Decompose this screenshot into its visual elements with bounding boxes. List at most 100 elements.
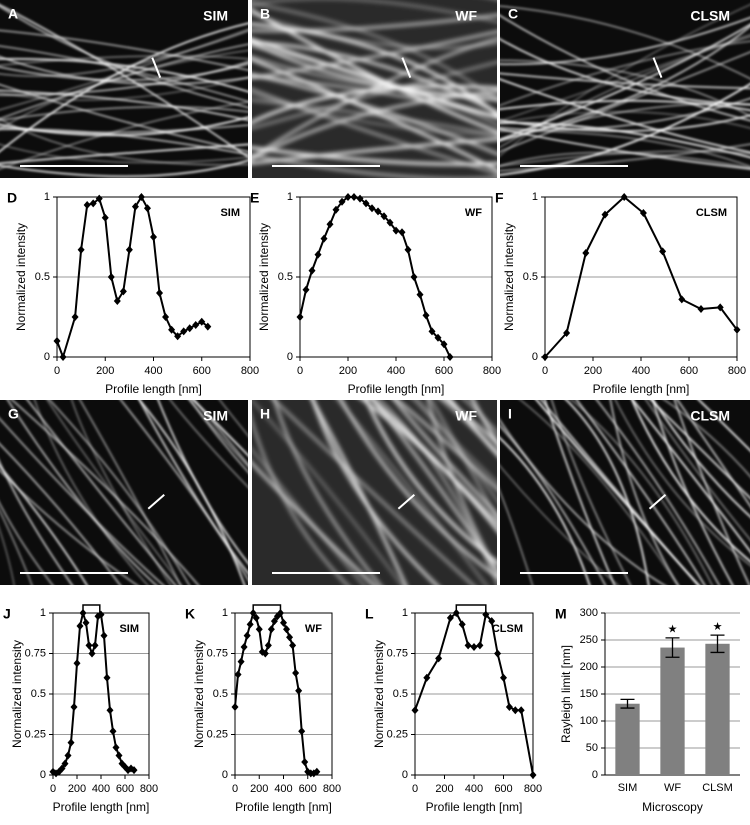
y-tick-label: 200 — [580, 661, 598, 673]
marker — [115, 751, 123, 760]
filament — [252, 12, 497, 50]
marker — [107, 273, 115, 281]
micrograph: I CLSM — [500, 400, 750, 585]
chart-title: SIM — [220, 207, 240, 219]
filament — [0, 460, 74, 585]
x-tick-label: 200 — [339, 365, 357, 377]
marker — [76, 621, 84, 630]
y-tick-label: 1 — [532, 191, 538, 203]
marker — [511, 706, 519, 715]
filament — [272, 400, 383, 585]
marker — [416, 290, 424, 299]
filament — [500, 78, 750, 154]
marker — [541, 353, 549, 361]
bar — [705, 643, 730, 775]
marker — [280, 618, 287, 627]
profile-line — [401, 57, 412, 79]
filaments — [252, 0, 497, 178]
filament — [0, 29, 248, 78]
x-tick-label: 0 — [542, 365, 548, 377]
marker — [292, 668, 300, 677]
significance-mark: ★ — [713, 621, 723, 633]
x-tick-label: 200 — [584, 365, 602, 377]
marker — [446, 353, 454, 361]
marker — [168, 325, 176, 334]
y-tick-label: 0 — [592, 769, 598, 781]
filament — [651, 400, 734, 585]
marker — [243, 631, 251, 640]
filament — [78, 400, 182, 585]
filament — [0, 54, 248, 67]
marker — [255, 625, 263, 634]
x-axis-label: Profile length [nm] — [426, 800, 523, 814]
marker — [267, 625, 275, 634]
x-tick-label: 400 — [144, 365, 162, 377]
y-axis-label: Normalized intensity — [372, 640, 386, 748]
marker — [204, 322, 212, 331]
x-tick-label: 600 — [680, 365, 698, 377]
filament — [364, 400, 497, 565]
marker — [476, 641, 484, 650]
y-tick-label: 0 — [402, 769, 408, 781]
x-tick-label: 600 — [435, 365, 453, 377]
y-tick-label: 0.5 — [213, 688, 228, 700]
marker — [464, 641, 472, 650]
marker — [529, 771, 537, 779]
y-tick-label: 0 — [40, 769, 46, 781]
filament — [500, 16, 750, 66]
filament — [500, 3, 750, 157]
marker — [192, 321, 200, 329]
marker — [374, 207, 382, 216]
filaments — [252, 400, 497, 585]
marker — [302, 285, 310, 294]
filament — [252, 1, 497, 103]
filament — [48, 400, 191, 585]
marker — [131, 202, 139, 211]
y-tick-label: 1 — [402, 607, 408, 619]
filament — [218, 400, 248, 438]
filament — [500, 424, 607, 585]
filament — [676, 400, 750, 508]
chart-title: WF — [465, 207, 482, 219]
filament — [271, 400, 476, 585]
marker — [386, 218, 394, 227]
profile-line — [52, 612, 135, 775]
marker — [435, 654, 443, 663]
marker — [313, 767, 321, 776]
marker — [326, 220, 334, 229]
filament — [500, 35, 750, 149]
image-label: CLSM — [690, 8, 730, 24]
x-axis-label: Microscopy — [642, 800, 703, 814]
marker — [186, 324, 194, 333]
marker — [180, 327, 188, 336]
filament — [192, 400, 248, 457]
image-label: WF — [455, 8, 477, 24]
marker — [332, 205, 340, 214]
marker — [350, 193, 358, 201]
marker — [162, 313, 170, 321]
filament — [0, 101, 248, 170]
chart-title: SIM — [119, 623, 139, 635]
marker — [83, 201, 91, 209]
filament — [0, 28, 248, 111]
marker — [380, 212, 388, 221]
marker — [61, 759, 69, 768]
marker — [85, 641, 93, 650]
marker — [101, 213, 109, 222]
marker — [119, 287, 127, 296]
x-tick-label: 800 — [323, 783, 341, 795]
x-axis-label: Profile length [nm] — [235, 800, 332, 814]
marker — [53, 337, 61, 345]
panel-letter: F — [495, 190, 504, 206]
filament — [575, 400, 706, 585]
filament — [0, 29, 248, 72]
filament — [429, 400, 497, 522]
filament — [500, 14, 750, 122]
marker — [240, 643, 248, 652]
filament — [138, 400, 246, 585]
x-tick-label: 400 — [92, 783, 110, 795]
marker — [112, 743, 120, 752]
marker — [70, 702, 78, 711]
marker — [296, 313, 304, 321]
marker — [286, 633, 294, 642]
